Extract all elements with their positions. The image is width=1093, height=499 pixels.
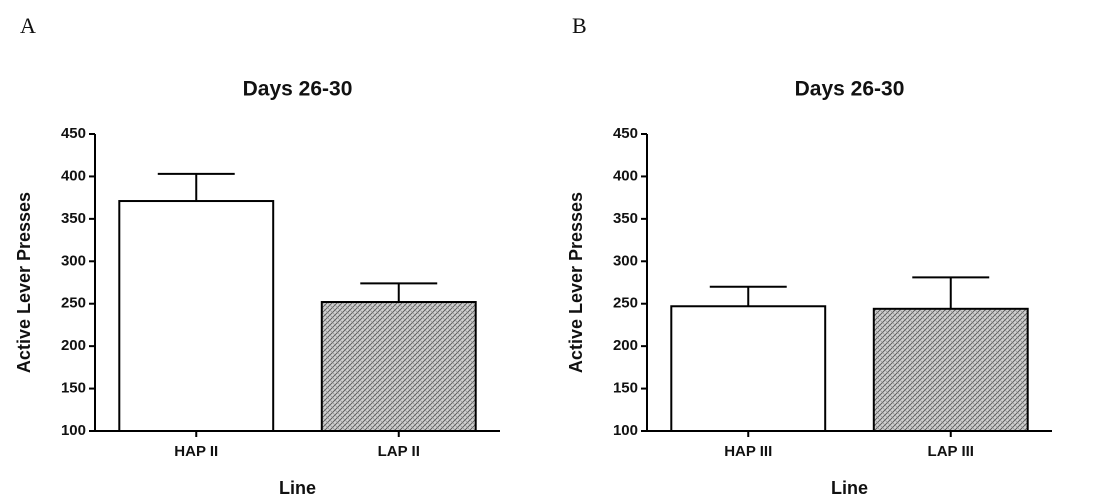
x-axis-title: Line [279, 478, 316, 498]
x-tick-label: LAP II [378, 443, 420, 460]
y-tick-label: 250 [613, 295, 638, 312]
y-tick-label: 300 [613, 252, 638, 269]
y-tick-label: 450 [61, 125, 86, 142]
y-tick-label: 300 [61, 252, 86, 269]
bar [872, 307, 1029, 433]
y-tick-label: 200 [61, 337, 86, 354]
y-tick-label: 400 [61, 167, 86, 184]
y-tick-label: 450 [613, 125, 638, 142]
x-tick-label: HAP II [174, 443, 218, 460]
x-axis-title: Line [831, 478, 868, 498]
y-axis-title: Active Lever Presses [566, 192, 586, 373]
y-tick-label: 350 [613, 210, 638, 227]
chart-title: Days 26-30 [243, 78, 353, 101]
panel-label: B [572, 13, 587, 38]
y-tick-label: 250 [61, 295, 86, 312]
x-tick-label: LAP III [928, 443, 974, 460]
panel-label: A [20, 13, 36, 38]
y-tick-label: 350 [61, 210, 86, 227]
y-tick-label: 400 [613, 167, 638, 184]
y-axis-title: Active Lever Presses [14, 192, 34, 373]
x-tick-label: HAP III [724, 443, 772, 460]
chart-title: Days 26-30 [795, 78, 905, 101]
bar [118, 200, 275, 432]
bar [320, 301, 477, 433]
y-tick-label: 150 [61, 380, 86, 397]
y-tick-label: 150 [613, 380, 638, 397]
bar [670, 305, 827, 433]
y-tick-label: 200 [613, 337, 638, 354]
y-tick-label: 100 [613, 422, 638, 439]
y-tick-label: 100 [61, 422, 86, 439]
